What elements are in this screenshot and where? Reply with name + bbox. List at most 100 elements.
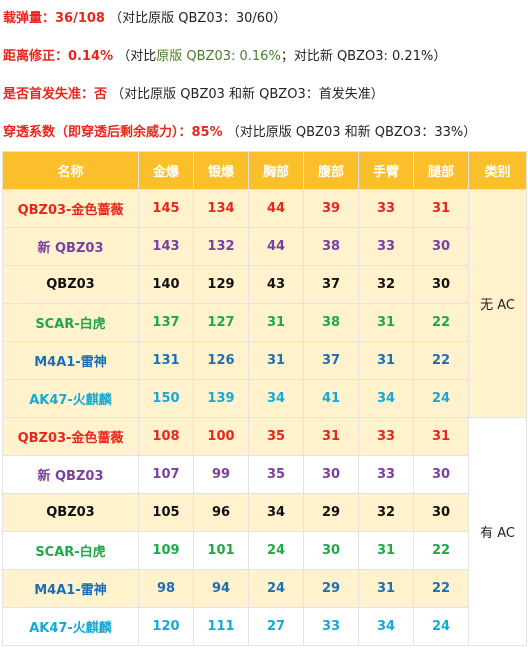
chest-cell: 44 <box>248 227 304 266</box>
leg-cell: 31 <box>413 417 469 456</box>
gold-headshot-cell: 109 <box>138 531 194 570</box>
table-row: 新 QBZ03 143 132 44 38 33 30 <box>2 227 527 266</box>
arm-cell: 33 <box>358 227 414 266</box>
table-row: SCAR-白虎 109 101 24 30 31 22 <box>2 531 527 570</box>
silver-headshot-cell: 111 <box>193 607 249 646</box>
leg-cell: 24 <box>413 379 469 418</box>
table-row: QBZ03-金色蔷薇 108 100 35 31 33 31 有 AC <box>2 417 527 646</box>
gold-headshot-cell: 120 <box>138 607 194 646</box>
table-row: M4A1-雷神 131 126 31 37 31 22 <box>2 341 527 380</box>
table-row: QBZ03 140 129 43 37 32 30 <box>2 265 527 304</box>
abdomen-cell: 29 <box>303 569 359 608</box>
gold-headshot-cell: 98 <box>138 569 194 608</box>
silver-headshot-cell: 126 <box>193 341 249 380</box>
silver-headshot-cell: 127 <box>193 303 249 342</box>
weapon-name-cell: 新 QBZ03 <box>2 455 139 494</box>
distance-comparison-original: 原版 QBZ03: 0.16% <box>156 49 281 64</box>
weapon-name-cell: SCAR-白虎 <box>2 531 139 570</box>
abdomen-cell: 38 <box>303 303 359 342</box>
abdomen-cell: 29 <box>303 493 359 532</box>
gold-headshot-cell: 105 <box>138 493 194 532</box>
gold-headshot-cell: 143 <box>138 227 194 266</box>
weapon-name-cell: AK47-火麒麟 <box>2 607 139 646</box>
distance-label: 距离修正：0.14% <box>3 49 114 64</box>
leg-cell: 22 <box>413 531 469 570</box>
abdomen-cell: 31 <box>303 417 359 456</box>
leg-cell: 30 <box>413 265 469 304</box>
first-shot-note: 是否首发失准：否 （对比原版 QBZ03 和新 QBZO3：首发失准） <box>3 83 384 102</box>
table-row: 新 QBZ03 107 99 35 30 33 30 <box>2 455 527 494</box>
chest-cell: 24 <box>248 569 304 608</box>
weapon-name-cell: M4A1-雷神 <box>2 341 139 380</box>
leg-cell: 31 <box>413 189 469 228</box>
penetration-label: 穿透系数（即穿透后剩余威力）：85% <box>3 125 223 140</box>
chest-cell: 35 <box>248 417 304 456</box>
gold-headshot-cell: 137 <box>138 303 194 342</box>
weapon-name-cell: QBZ03 <box>2 493 139 532</box>
silver-headshot-cell: 94 <box>193 569 249 608</box>
first-shot-comparison: （对比原版 QBZ03 和新 QBZO3：首发失准） <box>111 87 384 102</box>
gold-headshot-cell: 140 <box>138 265 194 304</box>
header-category: 类别 <box>468 151 527 190</box>
gold-headshot-cell: 145 <box>138 189 194 228</box>
abdomen-cell: 37 <box>303 341 359 380</box>
gold-headshot-cell: 107 <box>138 455 194 494</box>
magazine-note: 载弹量：36/108 （对比原版 QBZ03：30/60） <box>3 7 286 26</box>
notes-section: 载弹量：36/108 （对比原版 QBZ03：30/60） 距离修正：0.14%… <box>0 0 528 150</box>
silver-headshot-cell: 134 <box>193 189 249 228</box>
weapon-name-cell: QBZ03 <box>2 265 139 304</box>
leg-cell: 30 <box>413 493 469 532</box>
silver-headshot-cell: 99 <box>193 455 249 494</box>
weapon-name-cell: M4A1-雷神 <box>2 569 139 608</box>
arm-cell: 31 <box>358 303 414 342</box>
magazine-label: 载弹量：36/108 <box>3 11 105 26</box>
chest-cell: 27 <box>248 607 304 646</box>
category-cell: 有 AC <box>468 417 527 646</box>
gold-headshot-cell: 108 <box>138 417 194 456</box>
chest-cell: 31 <box>248 303 304 342</box>
header-silver-headshot: 银爆 <box>193 151 249 190</box>
leg-cell: 30 <box>413 227 469 266</box>
chest-cell: 43 <box>248 265 304 304</box>
arm-cell: 33 <box>358 189 414 228</box>
arm-cell: 31 <box>358 341 414 380</box>
gold-headshot-cell: 150 <box>138 379 194 418</box>
header-name: 名称 <box>2 151 139 190</box>
abdomen-cell: 33 <box>303 607 359 646</box>
abdomen-cell: 30 <box>303 531 359 570</box>
table-row: M4A1-雷神 98 94 24 29 31 22 <box>2 569 527 608</box>
silver-headshot-cell: 100 <box>193 417 249 456</box>
chest-cell: 34 <box>248 493 304 532</box>
weapon-name-cell: QBZ03-金色蔷薇 <box>2 417 139 456</box>
arm-cell: 33 <box>358 455 414 494</box>
silver-headshot-cell: 101 <box>193 531 249 570</box>
table-row: QBZ03 105 96 34 29 32 30 <box>2 493 527 532</box>
leg-cell: 22 <box>413 569 469 608</box>
penetration-note: 穿透系数（即穿透后剩余威力）：85% （对比原版 QBZ03 和新 QBZO3：… <box>3 121 476 140</box>
leg-cell: 24 <box>413 607 469 646</box>
arm-cell: 33 <box>358 417 414 456</box>
table-row: AK47-火麒麟 120 111 27 33 34 24 <box>2 607 527 646</box>
category-cell: 无 AC <box>468 189 527 418</box>
weapon-name-cell: 新 QBZ03 <box>2 227 139 266</box>
header-chest: 胸部 <box>248 151 304 190</box>
distance-comparison-pre: （对比 <box>117 49 157 64</box>
distance-note: 距离修正：0.14% （对比原版 QBZ03: 0.16%；对比新 QBZO3:… <box>3 45 446 64</box>
abdomen-cell: 30 <box>303 455 359 494</box>
silver-headshot-cell: 96 <box>193 493 249 532</box>
arm-cell: 31 <box>358 531 414 570</box>
silver-headshot-cell: 139 <box>193 379 249 418</box>
chest-cell: 44 <box>248 189 304 228</box>
header-arm: 手臂 <box>358 151 414 190</box>
chest-cell: 35 <box>248 455 304 494</box>
header-abdomen: 腹部 <box>303 151 359 190</box>
weapon-name-cell: QBZ03-金色蔷薇 <box>2 189 139 228</box>
distance-comparison-post: ；对比新 QBZO3: 0.21%） <box>280 49 447 64</box>
damage-table: 名称 金爆 银爆 胸部 腹部 手臂 腿部 类别 QBZ03-金色蔷薇 145 134… <box>2 151 527 646</box>
abdomen-cell: 39 <box>303 189 359 228</box>
table-row: AK47-火麒麟 150 139 34 41 34 24 <box>2 379 527 418</box>
leg-cell: 30 <box>413 455 469 494</box>
arm-cell: 34 <box>358 607 414 646</box>
arm-cell: 31 <box>358 569 414 608</box>
chest-cell: 31 <box>248 341 304 380</box>
